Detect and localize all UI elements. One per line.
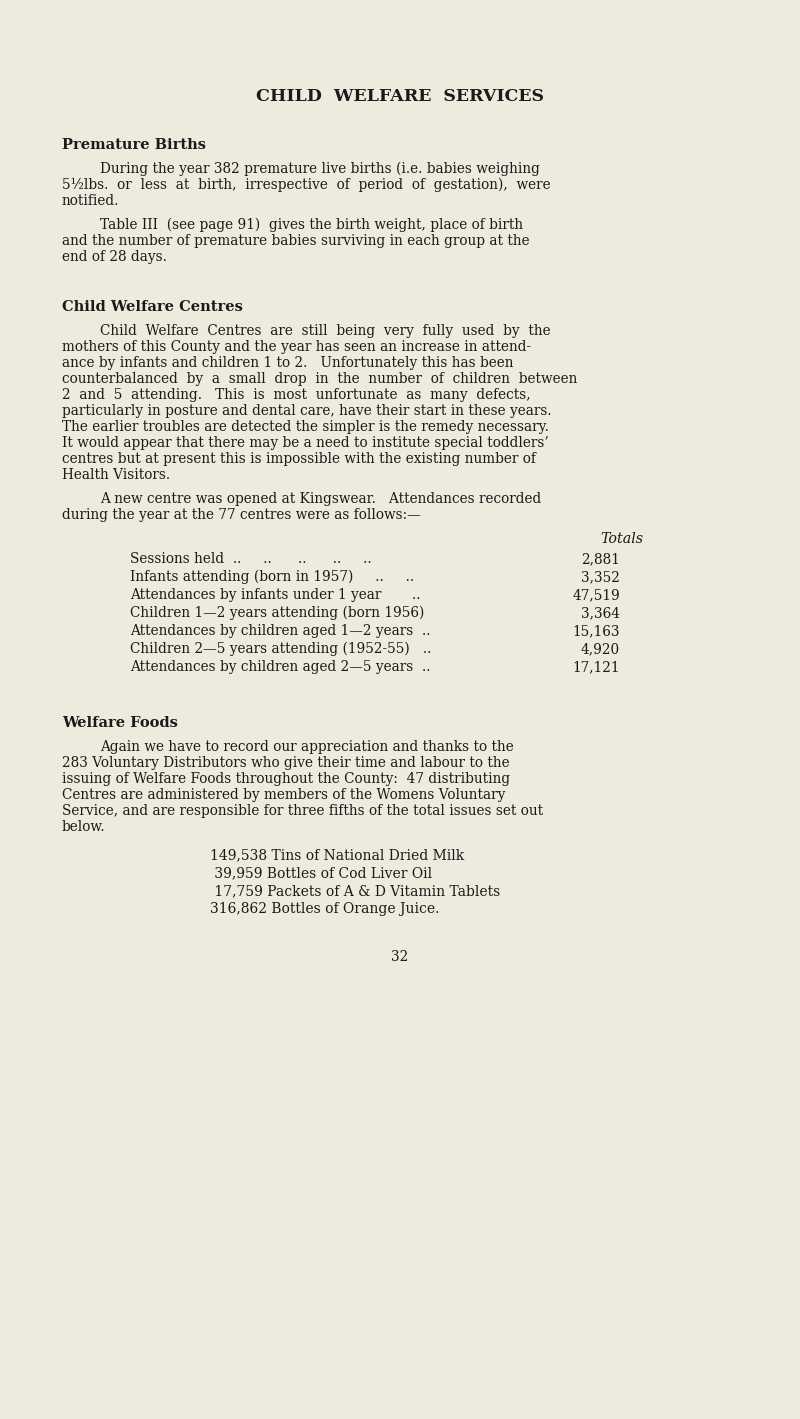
Text: 39,959 Bottles of Cod Liver Oil: 39,959 Bottles of Cod Liver Oil	[210, 866, 432, 880]
Text: 2,881: 2,881	[581, 552, 620, 566]
Text: 149,538 Tins of National Dried Milk: 149,538 Tins of National Dried Milk	[210, 849, 464, 861]
Text: below.: below.	[62, 820, 106, 834]
Text: mothers of this County and the year has seen an increase in attend-: mothers of this County and the year has …	[62, 341, 531, 353]
Text: Attendances by children aged 2—5 years  ..: Attendances by children aged 2—5 years .…	[130, 660, 430, 674]
Text: end of 28 days.: end of 28 days.	[62, 250, 167, 264]
Text: particularly in posture and dental care, have their start in these years.: particularly in posture and dental care,…	[62, 404, 552, 419]
Text: Infants attending (born in 1957)     ..     ..: Infants attending (born in 1957) .. ..	[130, 570, 414, 585]
Text: 3,364: 3,364	[581, 606, 620, 620]
Text: 17,759 Packets of A & D Vitamin Tablets: 17,759 Packets of A & D Vitamin Tablets	[210, 884, 500, 898]
Text: counterbalanced  by  a  small  drop  in  the  number  of  children  between: counterbalanced by a small drop in the n…	[62, 372, 578, 386]
Text: 5½lbs.  or  less  at  birth,  irrespective  of  period  of  gestation),  were: 5½lbs. or less at birth, irrespective of…	[62, 177, 550, 193]
Text: CHILD  WELFARE  SERVICES: CHILD WELFARE SERVICES	[256, 88, 544, 105]
Text: during the year at the 77 centres were as follows:—: during the year at the 77 centres were a…	[62, 508, 421, 522]
Text: During the year 382 premature live births (i.e. babies weighing: During the year 382 premature live birth…	[100, 162, 540, 176]
Text: 15,163: 15,163	[573, 624, 620, 639]
Text: A new centre was opened at Kingswear.   Attendances recorded: A new centre was opened at Kingswear. At…	[100, 492, 542, 507]
Text: The earlier troubles are detected the simpler is the remedy necessary.: The earlier troubles are detected the si…	[62, 420, 549, 434]
Text: issuing of Welfare Foods throughout the County:  47 distributing: issuing of Welfare Foods throughout the …	[62, 772, 510, 786]
Text: 2  and  5  attending.   This  is  most  unfortunate  as  many  defects,: 2 and 5 attending. This is most unfortun…	[62, 387, 530, 402]
Text: Children 1—2 years attending (born 1956): Children 1—2 years attending (born 1956)	[130, 606, 424, 620]
Text: 17,121: 17,121	[573, 660, 620, 674]
Text: Totals: Totals	[600, 532, 643, 546]
Text: 4,920: 4,920	[581, 641, 620, 656]
Text: Service, and are responsible for three fifths of the total issues set out: Service, and are responsible for three f…	[62, 805, 543, 817]
Text: Health Visitors.: Health Visitors.	[62, 468, 170, 482]
Text: ance by infants and children 1 to 2.   Unfortunately this has been: ance by infants and children 1 to 2. Unf…	[62, 356, 514, 370]
Text: Children 2—5 years attending (1952-55)   ..: Children 2—5 years attending (1952-55) .…	[130, 641, 431, 657]
Text: Centres are administered by members of the Womens Voluntary: Centres are administered by members of t…	[62, 788, 506, 802]
Text: Table III  (see page 91)  gives the birth weight, place of birth: Table III (see page 91) gives the birth …	[100, 219, 523, 233]
Text: Again we have to record our appreciation and thanks to the: Again we have to record our appreciation…	[100, 739, 514, 753]
Text: Sessions held  ..     ..      ..      ..     ..: Sessions held .. .. .. .. ..	[130, 552, 372, 566]
Text: and the number of premature babies surviving in each group at the: and the number of premature babies survi…	[62, 234, 530, 248]
Text: 3,352: 3,352	[581, 570, 620, 585]
Text: 32: 32	[391, 949, 409, 964]
Text: Premature Births: Premature Births	[62, 138, 206, 152]
Text: centres but at present this is impossible with the existing number of: centres but at present this is impossibl…	[62, 453, 536, 465]
Text: Child  Welfare  Centres  are  still  being  very  fully  used  by  the: Child Welfare Centres are still being ve…	[100, 324, 550, 338]
Text: 47,519: 47,519	[572, 587, 620, 602]
Text: 283 Voluntary Distributors who give their time and labour to the: 283 Voluntary Distributors who give thei…	[62, 756, 510, 771]
Text: 316,862 Bottles of Orange Juice.: 316,862 Bottles of Orange Juice.	[210, 902, 439, 917]
Text: Attendances by children aged 1—2 years  ..: Attendances by children aged 1—2 years .…	[130, 624, 430, 639]
Text: Welfare Foods: Welfare Foods	[62, 717, 178, 729]
Text: Child Welfare Centres: Child Welfare Centres	[62, 299, 243, 314]
Text: It would appear that there may be a need to institute special toddlers’: It would appear that there may be a need…	[62, 436, 549, 450]
Text: notified.: notified.	[62, 194, 119, 209]
Text: Attendances by infants under 1 year       ..: Attendances by infants under 1 year ..	[130, 587, 421, 602]
